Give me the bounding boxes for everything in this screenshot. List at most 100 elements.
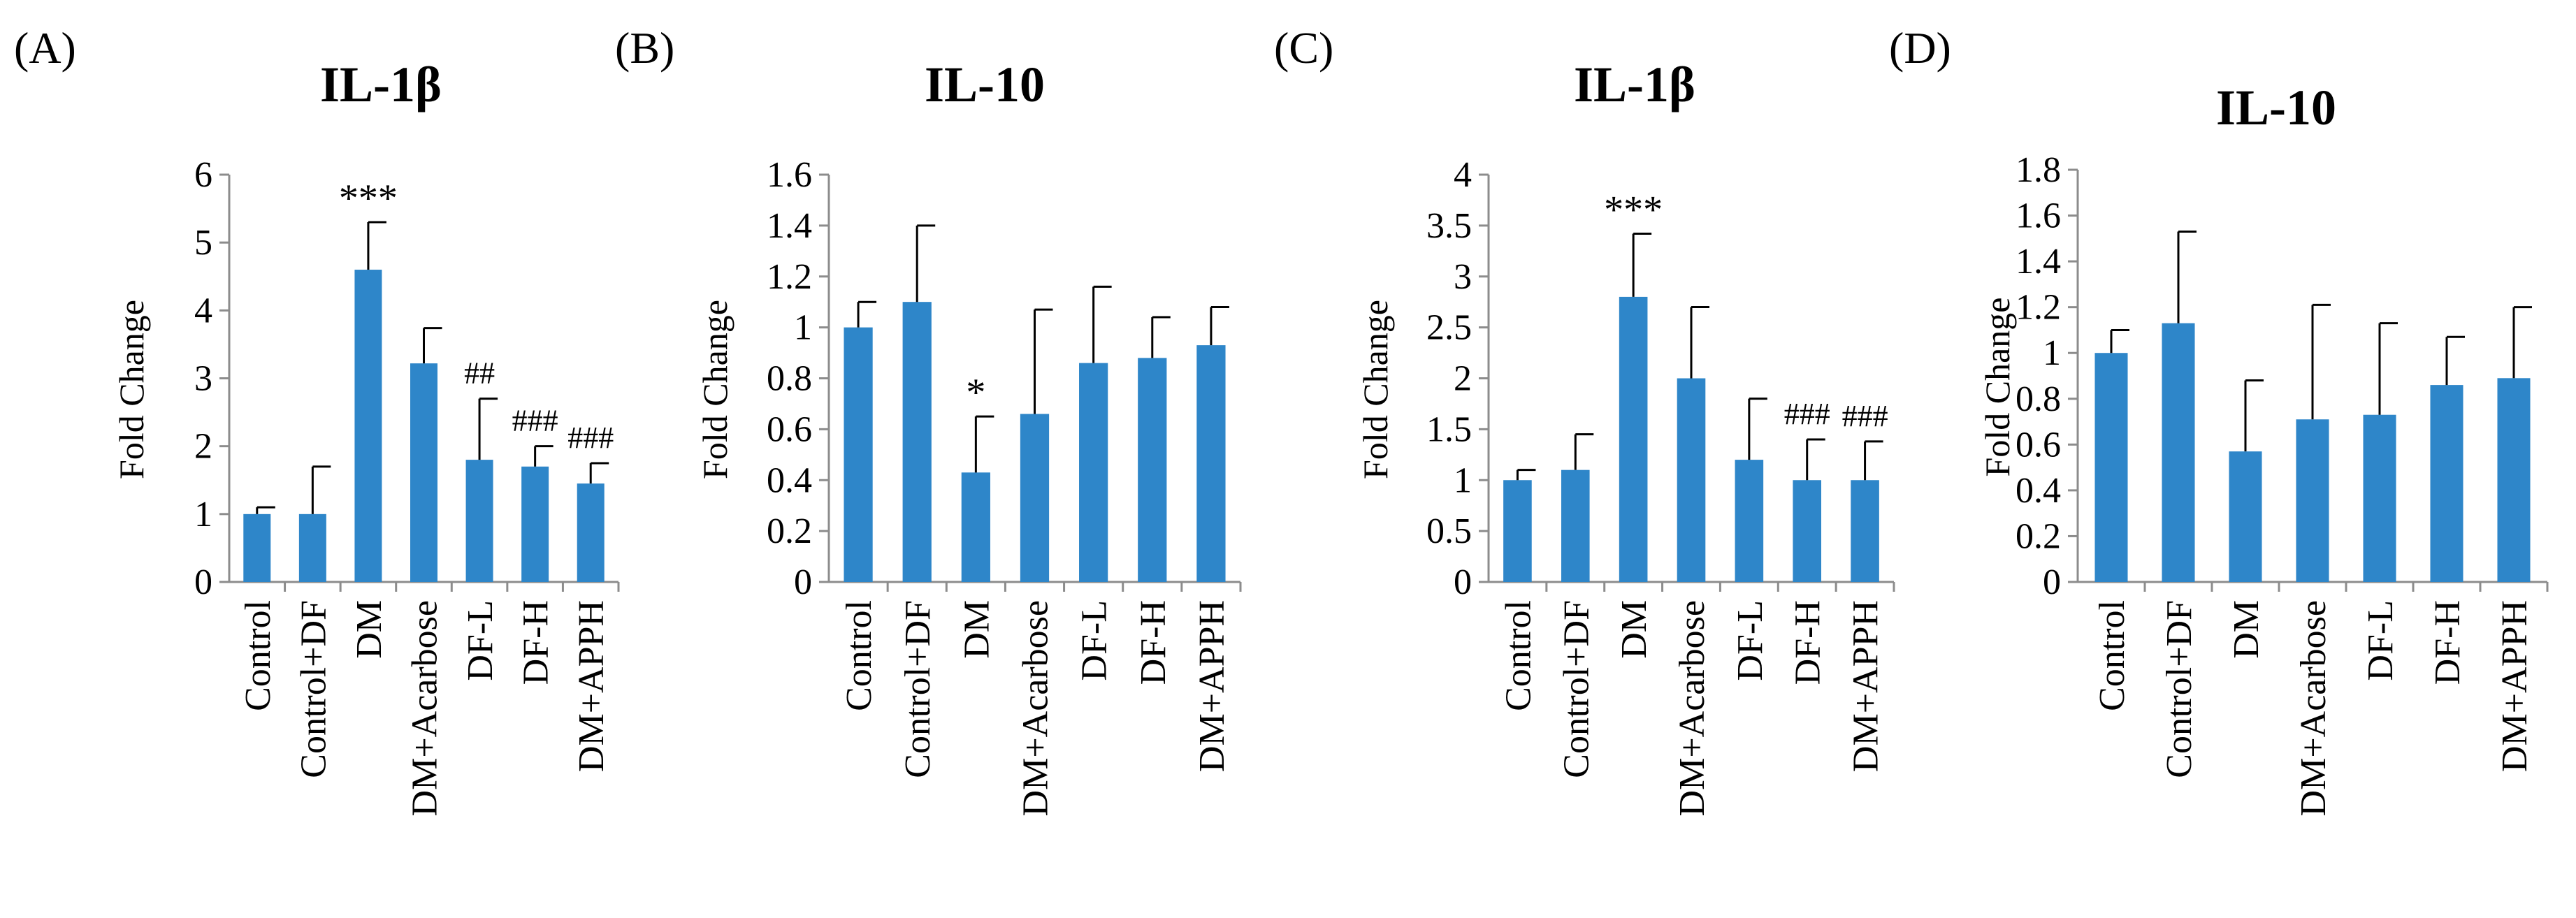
- chart-a-category-label-7: DM+APPH: [572, 600, 612, 772]
- chart-b-category-label-7: DM+APPH: [1192, 600, 1232, 772]
- chart-a-bar-3: [354, 270, 382, 582]
- chart-d-y-tick-label: 1.4: [2016, 242, 2061, 282]
- chart-d-bar-4: [2296, 419, 2329, 582]
- chart-a-significance-5: ##: [464, 356, 495, 391]
- chart-c-title: IL-1β: [1574, 57, 1695, 112]
- chart-panel-c: (C) IL-1β 0 0.5 1 1.5 2 2.5 3 3.5 4 Fold Change Cont…: [1274, 23, 1895, 816]
- chart-a-category-label-5: DF-L: [461, 600, 500, 681]
- chart-panel-d: (D) IL-10 0 0.2 0.4 0.6 0.8 1 1.2 1.4 1.6 1.8 Fold C…: [1889, 23, 2549, 816]
- chart-c-category-label-7: DM+APPH: [1846, 600, 1886, 772]
- chart-b-bar-5: [1079, 363, 1108, 582]
- chart-panel-a: (A) IL-1β 0 1 2 3 4 5 6 Fold Change Control Control…: [14, 23, 620, 816]
- chart-c-significance-7: ###: [1842, 399, 1888, 433]
- chart-b-bar-4: [1020, 414, 1050, 582]
- chart-c-bar-7: [1851, 480, 1879, 582]
- chart-c-category-label-6: DF-H: [1788, 600, 1828, 685]
- chart-b-title: IL-10: [925, 57, 1045, 112]
- chart-a-bar-6: [521, 466, 549, 582]
- chart-a-category-label-2: Control+DF: [294, 600, 333, 778]
- chart-b-bar-6: [1138, 358, 1167, 582]
- chart-d-category-label-6: DF-H: [2428, 600, 2468, 685]
- chart-d-bar-5: [2363, 414, 2396, 582]
- chart-a-category-label-4: DM+Acarbose: [405, 600, 445, 816]
- chart-b-y-tick-label: 0.4: [767, 460, 812, 500]
- chart-d-y-tick-label: 0: [2043, 562, 2061, 602]
- chart-b-y-tick-label: 0.8: [767, 359, 812, 399]
- chart-c-bar-5: [1735, 460, 1764, 582]
- chart-b-category-label-1: Control: [839, 600, 879, 711]
- chart-a-bar-5: [465, 460, 493, 582]
- chart-a-category-label-3: DM: [349, 600, 389, 659]
- chart-c-category-label-5: DF-L: [1730, 600, 1770, 681]
- chart-a-title: IL-1β: [320, 57, 442, 112]
- chart-a-y-tick-label: 2: [194, 427, 212, 467]
- chart-d-category-label-7: DM+APPH: [2495, 600, 2535, 772]
- chart-d-y-tick-label: 1.2: [2016, 288, 2061, 328]
- chart-c-bar-6: [1793, 480, 1822, 582]
- chart-a-y-tick-label: 0: [194, 562, 212, 602]
- chart-d-panel-label: (D): [1889, 23, 1951, 73]
- chart-c-bar-1: [1503, 480, 1532, 582]
- chart-d-y-axis-label: Fold Change: [1978, 298, 2017, 477]
- chart-a-bar-2: [298, 513, 326, 582]
- chart-a-bar-1: [243, 513, 271, 582]
- chart-a-category-label-6: DF-H: [516, 600, 556, 685]
- chart-d-bar-3: [2229, 451, 2262, 582]
- chart-d-y-tick-label: 1.8: [2016, 150, 2061, 190]
- chart-a-significance-6: ###: [512, 404, 558, 438]
- chart-b-y-tick-label: 0.6: [767, 409, 812, 449]
- chart-d-y-tick-label: 1: [2043, 333, 2061, 373]
- chart-b-category-label-5: DF-L: [1075, 600, 1115, 681]
- chart-a-y-tick-label: 5: [194, 223, 212, 263]
- chart-a-bar-4: [410, 363, 437, 582]
- chart-d-y-tick-label: 1.6: [2016, 196, 2061, 236]
- chart-c-y-tick-label: 1.5: [1426, 409, 1472, 449]
- chart-b-bar-7: [1196, 345, 1226, 582]
- chart-a-y-tick-label: 1: [194, 495, 212, 534]
- chart-a-panel-label: (A): [14, 23, 76, 73]
- chart-b-category-label-6: DF-H: [1134, 600, 1173, 685]
- chart-panel-b: (B) IL-10 0 0.2 0.4 0.6 0.8 1 1.2 1.4 1.6 Fold Chan…: [615, 23, 1242, 816]
- chart-c-category-label-1: Control: [1498, 600, 1538, 711]
- chart-d-bar-2: [2162, 323, 2195, 582]
- chart-c-y-tick-label: 0.5: [1426, 511, 1472, 551]
- chart-c-category-label-4: DM+Acarbose: [1672, 600, 1712, 816]
- chart-c-category-label-3: DM: [1614, 600, 1654, 659]
- chart-b-y-tick-label: 0.2: [767, 511, 812, 551]
- chart-b-y-axis-label: Fold Change: [695, 300, 735, 479]
- chart-b-category-label-3: DM: [957, 600, 997, 659]
- chart-b-bar-1: [844, 327, 873, 582]
- chart-a-category-label-1: Control: [238, 600, 278, 711]
- chart-b-category-label-4: DM+Acarbose: [1016, 600, 1056, 816]
- chart-c-y-tick-label: 3: [1454, 257, 1472, 297]
- chart-a-significance-3: ***: [339, 177, 398, 220]
- chart-d-category-label-3: DM: [2227, 600, 2266, 659]
- chart-b-y-tick-label: 0: [794, 562, 812, 602]
- chart-b-bar-2: [902, 302, 932, 582]
- chart-d-title: IL-10: [2216, 80, 2336, 136]
- chart-c-bar-4: [1677, 378, 1706, 582]
- chart-d-category-label-1: Control: [2092, 600, 2132, 711]
- chart-d-y-tick-label: 0.2: [2016, 516, 2061, 556]
- chart-b-bar-3: [961, 472, 990, 582]
- chart-b-panel-label: (B): [615, 23, 674, 73]
- chart-c-y-tick-label: 0: [1454, 562, 1472, 602]
- chart-a-significance-7: ###: [567, 421, 614, 455]
- chart-d-category-label-2: Control+DF: [2159, 600, 2199, 778]
- chart-c-panel-label: (C): [1274, 23, 1333, 73]
- chart-d-bar-6: [2430, 385, 2463, 582]
- chart-c-y-tick-label: 2: [1454, 359, 1472, 399]
- chart-c-bar-3: [1619, 296, 1648, 582]
- chart-d-y-tick-label: 0.6: [2016, 425, 2061, 465]
- chart-c-significance-3: ***: [1604, 189, 1663, 232]
- chart-c-y-tick-label: 3.5: [1426, 206, 1472, 246]
- chart-d-bar-7: [2497, 378, 2531, 582]
- chart-b-y-tick-label: 1: [794, 308, 812, 348]
- chart-b-y-tick-label: 1.4: [767, 206, 812, 246]
- chart-a-bar-7: [577, 483, 605, 582]
- chart-c-y-tick-label: 1: [1454, 460, 1472, 500]
- chart-b-category-label-2: Control+DF: [898, 600, 938, 778]
- chart-d-bar-1: [2094, 353, 2128, 582]
- chart-c-bar-2: [1561, 469, 1590, 582]
